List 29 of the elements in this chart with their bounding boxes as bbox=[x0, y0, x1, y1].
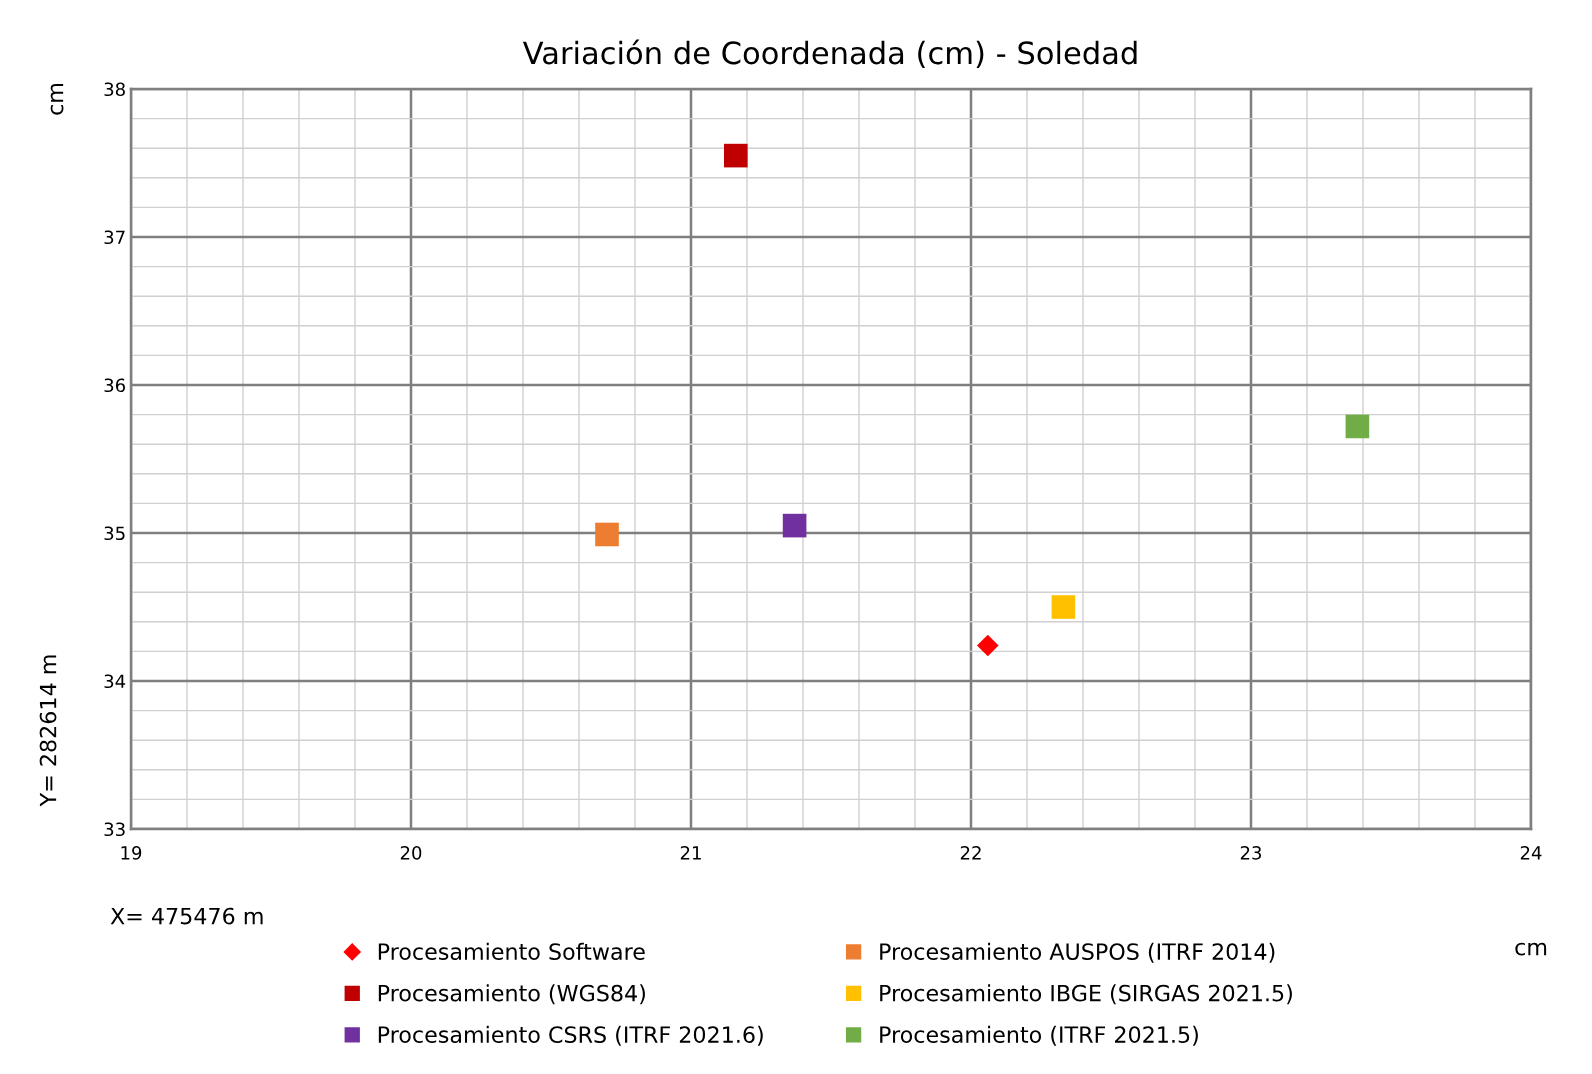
x-tick-label: 23 bbox=[1240, 845, 1262, 860]
y-tick-label: 36 bbox=[104, 378, 125, 393]
y-tick-label: 33 bbox=[104, 822, 125, 837]
legend-label: Procesamiento (ITRF 2021.5) bbox=[880, 1025, 1198, 1046]
y-tick-label: 34 bbox=[104, 674, 126, 689]
text: cm bbox=[50, 83, 64, 115]
y-axis-title: Y= 282614 m bbox=[39, 655, 57, 807]
legend-label: Procesamiento AUSPOS (ITRF 2014) bbox=[880, 942, 1275, 963]
point bbox=[723, 143, 748, 168]
y-tick-label: 38 bbox=[104, 82, 125, 97]
x-tick-label: 20 bbox=[400, 845, 422, 860]
point bbox=[1345, 414, 1370, 439]
x-tick-label: 19 bbox=[121, 845, 142, 860]
legend-label: Procesamiento IBGE (SIRGAS 2021.5) bbox=[880, 984, 1292, 1005]
point bbox=[782, 513, 807, 538]
legend-label: Procesamiento (WGS84) bbox=[378, 984, 645, 1005]
y-tick-label: 35 bbox=[104, 526, 125, 541]
legend-label: Procesamiento Software bbox=[378, 942, 645, 961]
legend-label: Procesamiento CSRS (ITRF 2021.6) bbox=[378, 1025, 763, 1046]
chart-title: Variación de Coordenada (cm) - Soledad bbox=[522, 39, 1137, 69]
x-tick-label: 21 bbox=[680, 845, 701, 860]
x-tick-label: 22 bbox=[960, 845, 981, 860]
text: cm bbox=[1515, 942, 1547, 956]
point bbox=[595, 522, 619, 547]
x-axis-title: X= 475476 m bbox=[110, 907, 263, 925]
point bbox=[977, 634, 999, 657]
point bbox=[1051, 595, 1076, 619]
y-tick-label: 37 bbox=[104, 230, 125, 245]
x-tick-label: 24 bbox=[1520, 845, 1542, 860]
